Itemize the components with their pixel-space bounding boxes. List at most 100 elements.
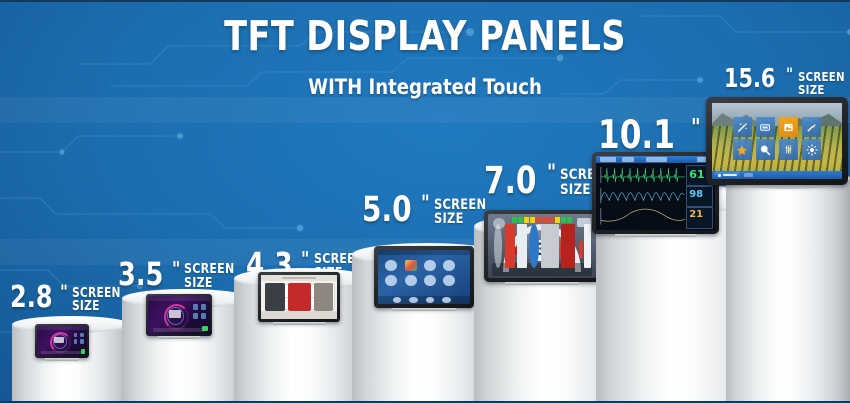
size-words-2-8: SCREEN SIZE bbox=[72, 287, 121, 314]
cluster-icon-button[interactable] bbox=[529, 224, 539, 268]
android-app-icon[interactable] bbox=[424, 274, 436, 287]
device-7-0[interactable]: 3 bbox=[484, 210, 600, 285]
device-screen-7-0[interactable]: 3 bbox=[488, 214, 596, 278]
device-2-8[interactable] bbox=[35, 324, 89, 361]
android-app-icon[interactable] bbox=[443, 259, 456, 272]
kiosk-footer bbox=[261, 311, 337, 319]
device-15-6[interactable] bbox=[706, 97, 848, 185]
android-app-icon[interactable] bbox=[385, 259, 398, 272]
page-title: TFT DISPLAY PANELS bbox=[224, 12, 626, 60]
magic-wand-icon[interactable] bbox=[732, 117, 752, 138]
cluster-icon-button[interactable] bbox=[540, 224, 560, 268]
cluster-right-indicator bbox=[576, 217, 591, 228]
paintbrush-icon[interactable] bbox=[802, 117, 822, 138]
size-unit-4-3: " bbox=[301, 247, 310, 271]
desktop-taskbar[interactable] bbox=[712, 171, 842, 179]
monitor-readout-value-hr: 61 bbox=[689, 168, 705, 182]
screen-art-kiosk-4-3 bbox=[261, 275, 337, 319]
settings-icon[interactable] bbox=[779, 139, 798, 160]
device-4-3[interactable] bbox=[258, 272, 340, 325]
size-word-line1-5-0: SCREEN bbox=[433, 197, 487, 213]
device-screen-10-1[interactable]: 61 98 21 bbox=[596, 156, 715, 230]
device-3-5[interactable] bbox=[146, 294, 212, 339]
gauge-status-indicator bbox=[80, 349, 85, 354]
brightness-glyph bbox=[806, 143, 818, 156]
android-app-icon[interactable] bbox=[443, 274, 456, 287]
size-number-7-0: 7.0 bbox=[484, 159, 537, 202]
device-screen-2-8[interactable] bbox=[37, 326, 87, 356]
image-glyph bbox=[784, 123, 793, 131]
screen-art-gauge-2-8 bbox=[37, 326, 87, 356]
monitor-waveform-pleth bbox=[600, 188, 684, 204]
device-stand-3-5 bbox=[157, 336, 201, 339]
gauge-ring-outer bbox=[164, 303, 190, 330]
gauge-column-3 bbox=[201, 304, 206, 311]
display-icon[interactable] bbox=[755, 117, 775, 138]
device-screen-5-0[interactable] bbox=[378, 250, 470, 304]
size-word-line1-2-8: SCREEN bbox=[72, 286, 121, 301]
gauge-topbar bbox=[148, 296, 210, 301]
monitor-readout-spo2: 98 bbox=[686, 186, 714, 207]
kiosk-action-button[interactable] bbox=[264, 283, 285, 311]
start-button-label bbox=[723, 174, 737, 177]
size-word-line1-15-6: SCREEN bbox=[798, 69, 845, 84]
android-dock-icon[interactable] bbox=[409, 296, 418, 303]
gauge-topbar bbox=[37, 326, 87, 330]
android-dock-icon[interactable] bbox=[425, 296, 435, 303]
device-10-1[interactable]: 61 98 21 bbox=[592, 152, 719, 237]
start-button[interactable] bbox=[715, 172, 740, 178]
device-screen-3-5[interactable] bbox=[148, 296, 210, 334]
page-subtitle: WITH Integrated Touch bbox=[308, 75, 542, 99]
size-word-line2-5-0: SIZE bbox=[433, 211, 464, 228]
size-number-5-0: 5.0 bbox=[362, 190, 412, 230]
cluster-icon-button[interactable] bbox=[494, 224, 503, 268]
cluster-icon-button[interactable] bbox=[561, 224, 576, 268]
screen-art-gauge-3-5 bbox=[148, 296, 210, 334]
size-word-line2-2-8: SIZE bbox=[72, 299, 100, 315]
cluster-icon-button[interactable] bbox=[505, 224, 515, 268]
monitor-header-label bbox=[599, 156, 617, 162]
display-glyph bbox=[760, 124, 771, 131]
size-unit-15-6: " bbox=[786, 65, 794, 85]
android-app-icon[interactable] bbox=[424, 259, 436, 272]
star-icon[interactable] bbox=[732, 139, 752, 160]
gauge-ring-inner bbox=[167, 306, 185, 325]
kiosk-order-button[interactable] bbox=[288, 283, 312, 311]
magnifier-icon[interactable] bbox=[755, 139, 775, 160]
android-app-icon[interactable] bbox=[404, 274, 417, 287]
android-app-icon[interactable] bbox=[404, 259, 417, 272]
taskbar-item[interactable] bbox=[744, 172, 753, 178]
size-unit-7-0: " bbox=[546, 161, 556, 186]
device-stand-5-0 bbox=[392, 308, 456, 311]
gauge-ring-inner bbox=[52, 334, 67, 349]
size-words-3-5: SCREEN SIZE bbox=[184, 261, 235, 291]
size-unit-3-5: " bbox=[171, 257, 181, 281]
star-glyph bbox=[737, 144, 748, 155]
android-app-icon[interactable] bbox=[385, 274, 398, 287]
kiosk-confirm-button[interactable] bbox=[314, 283, 334, 311]
android-dock-icon[interactable] bbox=[392, 296, 401, 303]
device-5-0[interactable] bbox=[374, 246, 474, 311]
settings-glyph bbox=[785, 145, 792, 154]
paintbrush-glyph bbox=[807, 123, 816, 132]
gauge-column-1 bbox=[73, 332, 77, 338]
brightness-icon[interactable] bbox=[802, 139, 822, 160]
gauge-status-indicator bbox=[201, 325, 208, 331]
device-screen-15-6[interactable] bbox=[712, 103, 842, 179]
size-word-line1-3-5: SCREEN bbox=[184, 261, 235, 277]
gauge-value-plate bbox=[169, 309, 182, 319]
screen-art-car-cluster-7-0: 3 bbox=[488, 214, 596, 278]
cluster-right-readout bbox=[578, 240, 584, 258]
android-dock-icon[interactable] bbox=[442, 296, 451, 303]
device-screen-4-3[interactable] bbox=[261, 275, 337, 319]
magic-wand-glyph bbox=[737, 122, 747, 132]
size-number-3-5: 3.5 bbox=[118, 255, 164, 293]
monitor-header-label bbox=[645, 156, 668, 162]
cluster-left-indicator bbox=[493, 217, 506, 229]
image-icon[interactable] bbox=[779, 117, 798, 138]
monitor-waveform-ecg bbox=[600, 166, 685, 183]
pedestal-15-6 bbox=[726, 168, 850, 401]
size-words-15-6: SCREEN SIZE bbox=[798, 69, 845, 97]
cluster-icon-button[interactable] bbox=[517, 224, 527, 268]
